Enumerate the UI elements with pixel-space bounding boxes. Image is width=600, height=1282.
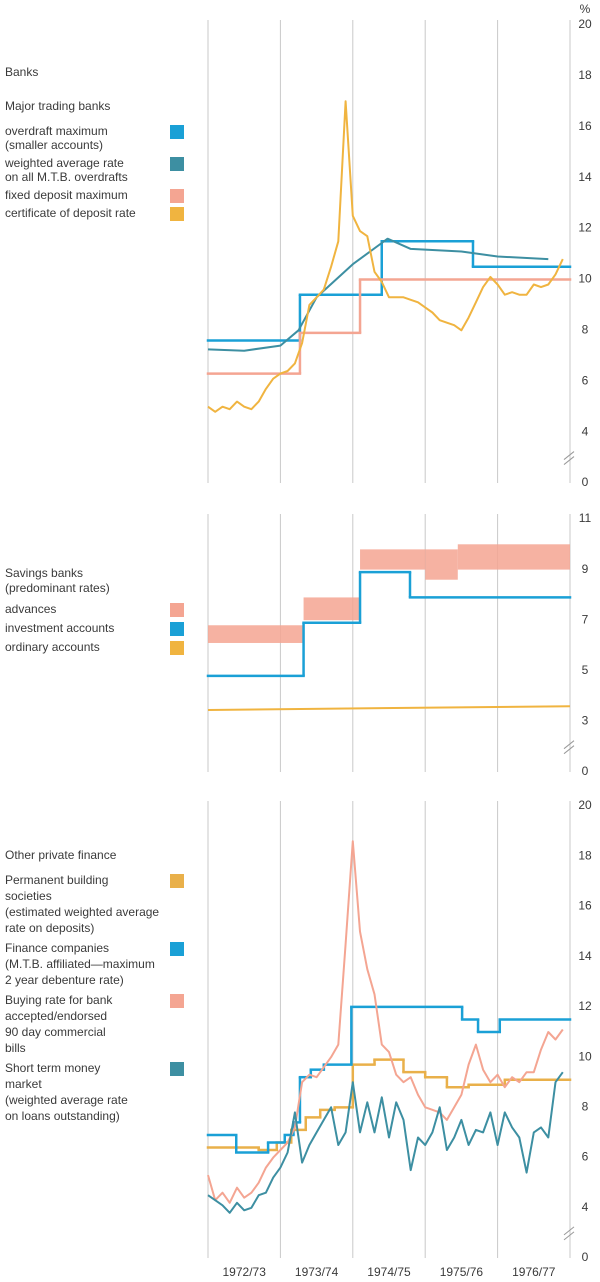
panel-title: Savings banks [5,566,83,580]
legend-label: on all M.T.B. overdrafts [5,170,128,184]
y-tick-label: 14 [578,949,592,963]
y-tick-label: 10 [578,272,592,286]
legend-swatch [170,125,184,139]
legend-swatch [170,157,184,171]
legend-swatch [170,189,184,203]
legend-label: Finance companies [5,941,109,955]
x-tick-label: 1974/75 [367,1265,411,1279]
x-tick-label: 1975/76 [440,1265,484,1279]
y-tick-label: 14 [578,170,592,184]
series-line [207,840,564,1204]
y-tick-label: 3 [582,714,589,728]
legend-label: 2 year debenture rate) [5,973,124,987]
range-band [303,597,361,621]
legend-label: (M.T.B. affiliated—maximum [5,957,155,971]
legend-label: bills [5,1041,26,1055]
y-tick-label: 18 [578,68,592,82]
legend-swatch [170,622,184,636]
axis-break [563,1231,575,1241]
panel-title: Other private finance [5,848,117,862]
legend-label: fixed deposit maximum [5,188,128,202]
y-tick-label: 9 [582,562,589,576]
y-floor-label: 0 [582,475,589,489]
y-tick-label: 5 [582,663,589,677]
y-tick-label: 12 [578,999,592,1013]
y-tick-label: 4 [582,424,589,438]
series-line [207,237,549,352]
legend-label: ordinary accounts [5,640,100,654]
y-tick-label: 18 [578,848,592,862]
y-tick-label: 11 [579,511,592,525]
x-tick-label: 1976/77 [512,1265,556,1279]
panel-title: Banks [5,65,38,79]
legend-label: (smaller accounts) [5,138,103,152]
y-tick-label: 16 [578,899,592,913]
y-tick-label: 8 [582,323,589,337]
y-floor-label: 0 [582,764,589,778]
y-tick-label: 20 [578,17,592,31]
legend-swatch [170,641,184,655]
unit-label: % [580,2,591,16]
range-band [208,625,304,643]
legend-label: investment accounts [5,621,114,635]
axis-break [563,456,575,465]
series-line [207,705,571,711]
y-tick-label: 20 [578,798,592,812]
legend-label: Permanent building [5,873,108,887]
panel-subtitle: Major trading banks [5,99,110,113]
legend-label: societies [5,889,52,903]
y-tick-label: 16 [578,119,592,133]
legend-swatch [170,942,184,956]
range-band [457,544,570,570]
y-tick-label: 12 [578,221,592,235]
x-tick-label: 1973/74 [295,1265,339,1279]
series-line [207,1071,564,1214]
y-tick-label: 4 [582,1200,589,1214]
legend-label: accepted/endorsed [5,1009,107,1023]
y-tick-label: 8 [582,1100,589,1114]
legend-label: Buying rate for bank [5,993,113,1007]
y-tick-label: 10 [578,1049,592,1063]
y-tick-label: 7 [582,612,589,626]
panel-subtitle: (predominant rates) [5,581,110,595]
y-floor-label: 0 [582,1250,589,1264]
legend-swatch [170,603,184,617]
range-band [360,549,426,570]
legend-label: Short term money [5,1061,100,1075]
axis-break [563,740,575,750]
range-band [425,549,458,580]
legend-label: overdraft maximum [5,124,108,138]
legend-swatch [170,207,184,221]
legend-label: 90 day commercial [5,1025,106,1039]
legend-label: on loans outstanding) [5,1109,120,1123]
legend-label: advances [5,602,56,616]
legend-swatch [170,1062,184,1076]
y-tick-label: 6 [582,373,589,387]
legend-label: weighted average rate [4,156,124,170]
legend-label: certificate of deposit rate [5,206,136,220]
axis-break [563,745,575,755]
series-line [207,100,564,413]
x-tick-label: 1972/73 [223,1265,267,1279]
legend-label: (estimated weighted average [5,905,159,919]
axis-break [563,1226,575,1236]
y-tick-label: 6 [582,1150,589,1164]
legend-label: rate on deposits) [5,921,94,935]
legend-swatch [170,994,184,1008]
legend-label: market [5,1077,42,1091]
legend-label: (weighted average rate [5,1093,128,1107]
axis-break [563,451,575,460]
legend-swatch [170,874,184,888]
